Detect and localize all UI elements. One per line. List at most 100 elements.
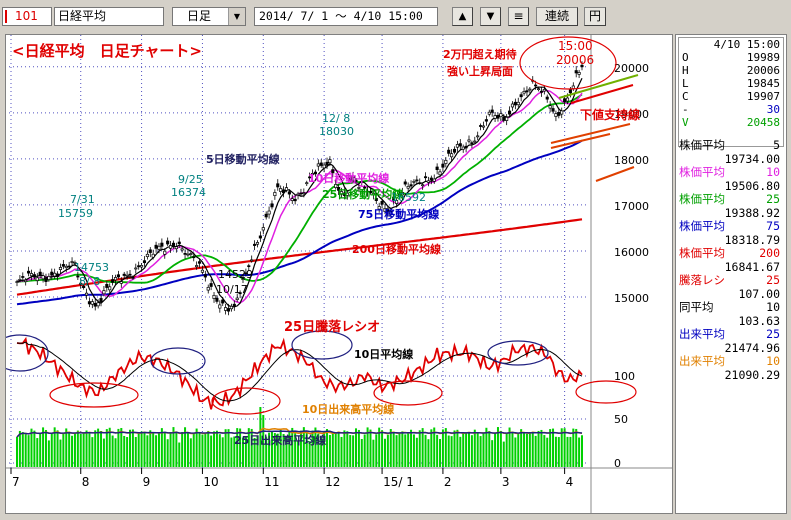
- candle-body: [186, 253, 190, 256]
- candle-body: [90, 301, 94, 305]
- chart-panel[interactable]: 20000 19000 18000 17000 16000 15000 100 50 0 7 8 9 1…: [5, 34, 673, 514]
- stock-code-field[interactable]: 101: [2, 7, 52, 26]
- annotation-ma75: 75日移動平均線: [358, 207, 439, 221]
- volume-bar: [201, 434, 204, 467]
- down-arrow-button[interactable]: ▼: [480, 7, 501, 26]
- volume-bar: [320, 437, 323, 467]
- candle-body: [473, 140, 477, 143]
- volume-bar: [276, 433, 279, 467]
- candle-body: [287, 191, 291, 195]
- volume-bar: [265, 436, 268, 467]
- indicator-value: 19388.92: [724, 205, 780, 220]
- volume-bar: [227, 429, 230, 467]
- up-arrow-button[interactable]: ▲: [452, 7, 473, 26]
- volume-bar: [143, 431, 146, 467]
- candle-body: [426, 180, 430, 183]
- volume-bar: [297, 440, 300, 467]
- volume-bar: [73, 433, 76, 467]
- close-value: 19907: [746, 90, 780, 103]
- candle-body: [148, 249, 152, 253]
- volume-bar: [352, 435, 355, 467]
- candle-body: [122, 273, 126, 276]
- volume-bar: [433, 427, 436, 467]
- indicator-param: 200: [759, 246, 780, 260]
- candle-body: [461, 146, 465, 150]
- volume-bar: [282, 434, 285, 467]
- candle-body: [224, 307, 228, 311]
- indicator-value: 107.00: [738, 286, 780, 301]
- candle-body: [131, 277, 135, 279]
- volume-bar: [65, 428, 68, 467]
- candle-body: [490, 109, 494, 113]
- high-label: H: [682, 64, 689, 77]
- candle-body: [183, 253, 187, 255]
- volume-bar: [131, 429, 134, 467]
- trend-line: [558, 74, 639, 99]
- volume-bar: [137, 433, 140, 467]
- volume-bar: [569, 436, 572, 467]
- candle-body: [455, 144, 459, 148]
- indicator-label: 同平均: [679, 300, 714, 314]
- annotation-note1: 2万円超え期待: [443, 47, 517, 61]
- volume-bar: [123, 435, 126, 467]
- chevron-down-icon[interactable]: ▼: [228, 8, 245, 25]
- volume-bar: [129, 429, 131, 467]
- volume-bar: [424, 434, 427, 467]
- candle-body: [313, 171, 317, 175]
- candle-body: [348, 177, 352, 181]
- stock-name-field[interactable]: 日経平均: [54, 7, 164, 26]
- volume-bar: [273, 433, 276, 467]
- annotation-v731: 15759: [58, 207, 93, 220]
- volume-bar: [294, 433, 297, 467]
- candle-body: [305, 182, 309, 185]
- volume-bar: [256, 436, 259, 467]
- volume-bar: [195, 428, 198, 467]
- month-tick-label: 12: [325, 475, 340, 489]
- indicator-value: 21090.29: [724, 367, 780, 382]
- yen-button[interactable]: 円: [584, 7, 606, 26]
- candle-body: [470, 142, 474, 145]
- volume-bar: [407, 432, 410, 467]
- indicator-param: 10: [766, 300, 780, 314]
- candle-body: [279, 188, 283, 192]
- candle-body: [557, 112, 561, 116]
- candle-body: [247, 265, 251, 268]
- indicator-value: 103.63: [738, 313, 780, 328]
- candle-body: [125, 274, 129, 277]
- volume-bar: [537, 430, 540, 467]
- candle-body: [513, 101, 517, 106]
- volume-bar: [230, 437, 233, 467]
- candle-body: [154, 244, 158, 249]
- price-tick-label: 20000: [614, 62, 649, 75]
- volume-bar: [476, 432, 479, 467]
- chart-canvas[interactable]: 20000 19000 18000 17000 16000 15000 100 50 0 7 8 9 1…: [6, 35, 672, 513]
- price-tick-label: 16000: [614, 246, 649, 259]
- menu-button[interactable]: ≡: [508, 7, 529, 26]
- volume-bar: [47, 440, 50, 467]
- volume-bar: [337, 431, 340, 467]
- volume-bar: [50, 433, 53, 467]
- candle-body: [392, 196, 396, 201]
- volume-bar: [100, 431, 103, 467]
- candle-body: [383, 208, 387, 212]
- candle-body: [522, 91, 526, 94]
- indicator-label: 株価平均: [679, 165, 725, 179]
- volume-bar: [557, 437, 560, 467]
- candle-body: [476, 135, 480, 138]
- candle-body: [487, 111, 491, 115]
- candle-body: [174, 246, 178, 250]
- volume-bar: [166, 439, 169, 467]
- candle-body: [145, 253, 149, 258]
- volume-bar: [88, 433, 91, 467]
- date-range-field[interactable]: 2014/ 7/ 1 〜 4/10 15:00: [254, 7, 438, 26]
- candle-body: [102, 290, 106, 295]
- volume-bar: [134, 437, 137, 467]
- candle-body: [282, 189, 286, 194]
- month-tick-label: 4: [566, 475, 574, 489]
- continuous-button[interactable]: 連続: [536, 7, 578, 26]
- volume-bar: [415, 437, 418, 467]
- candle-body: [363, 186, 367, 189]
- period-select[interactable]: 日足 ▼: [172, 7, 246, 26]
- candle-body: [238, 292, 242, 295]
- candle-body: [415, 179, 419, 182]
